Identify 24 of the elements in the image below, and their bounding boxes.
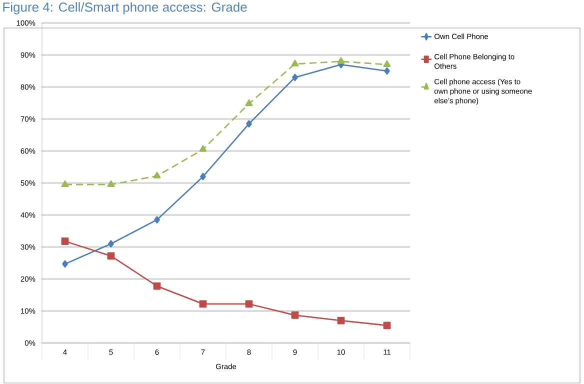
point	[154, 216, 160, 224]
point	[291, 60, 299, 66]
chart-title: Figure 4: Cell/Smart phone access: Grade	[3, 2, 247, 14]
point	[246, 120, 252, 128]
point	[62, 260, 68, 268]
point	[199, 300, 207, 308]
point	[153, 172, 161, 178]
point	[199, 145, 207, 152]
point	[107, 252, 115, 260]
point	[292, 74, 298, 82]
point	[337, 57, 345, 64]
point	[245, 99, 253, 106]
point	[245, 300, 253, 308]
point	[383, 322, 391, 330]
point	[383, 60, 391, 68]
point	[200, 172, 206, 180]
point	[61, 180, 69, 188]
point	[337, 316, 345, 324]
point	[107, 180, 115, 188]
point	[108, 240, 114, 248]
point	[291, 311, 299, 319]
point	[384, 67, 390, 75]
point	[153, 282, 161, 290]
point	[61, 238, 69, 245]
